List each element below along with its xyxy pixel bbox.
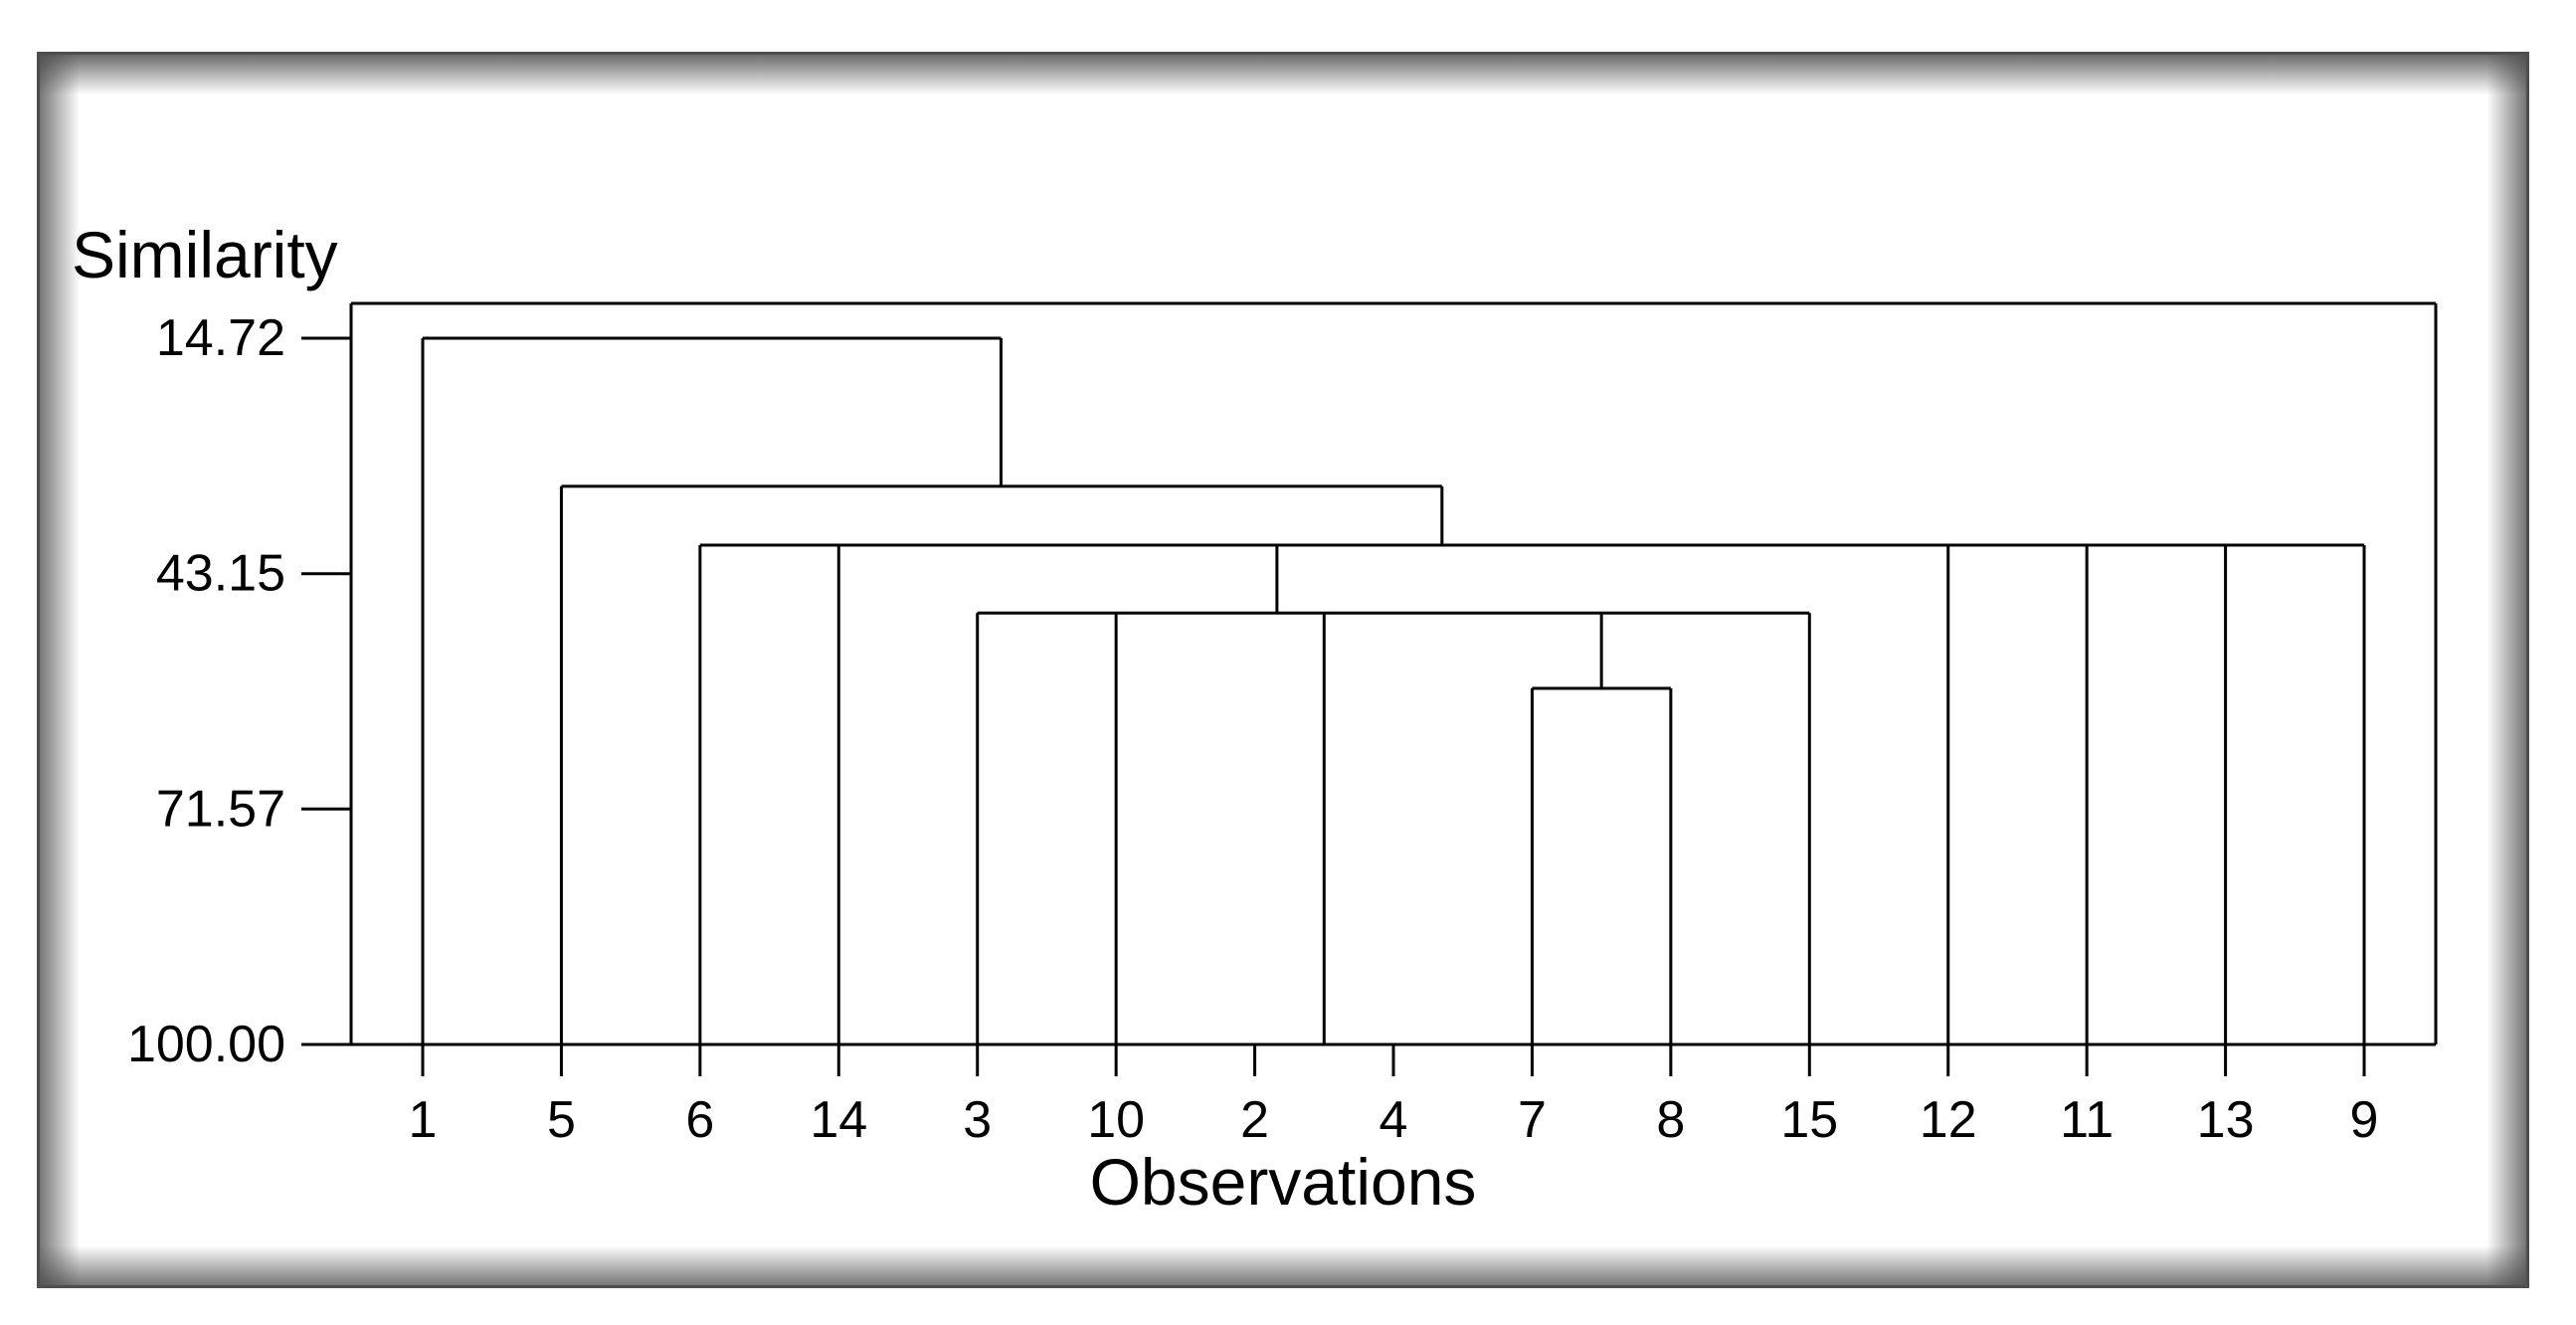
graph-window-frame [37, 52, 2529, 1288]
y-tick-label: 100.00 [127, 1016, 285, 1073]
leaf-label: 10 [1087, 1091, 1145, 1149]
leaf-label: 5 [547, 1091, 576, 1149]
leaf-label: 8 [1656, 1091, 1685, 1149]
leaf-label: 3 [963, 1091, 992, 1149]
leaf-label: 1 [409, 1091, 438, 1149]
leaf-label: 4 [1380, 1091, 1408, 1149]
leaf-label: 12 [1920, 1091, 1977, 1149]
leaf-label: 14 [810, 1091, 867, 1149]
leaf-label: 7 [1518, 1091, 1547, 1149]
leaf-label: 2 [1240, 1091, 1269, 1149]
leaf-label: 9 [2350, 1091, 2379, 1149]
leaf-label: 13 [2197, 1091, 2255, 1149]
y-tick-label: 14.72 [156, 309, 285, 367]
y-axis-title: Similarity [72, 218, 338, 291]
leaf-label: 6 [685, 1091, 714, 1149]
leaf-label: 11 [2060, 1091, 2114, 1149]
y-tick-label: 71.57 [156, 780, 285, 838]
x-axis-title: Observations [1089, 1145, 1477, 1219]
y-tick-label: 43.15 [156, 545, 285, 603]
leaf-label: 15 [1780, 1091, 1838, 1149]
